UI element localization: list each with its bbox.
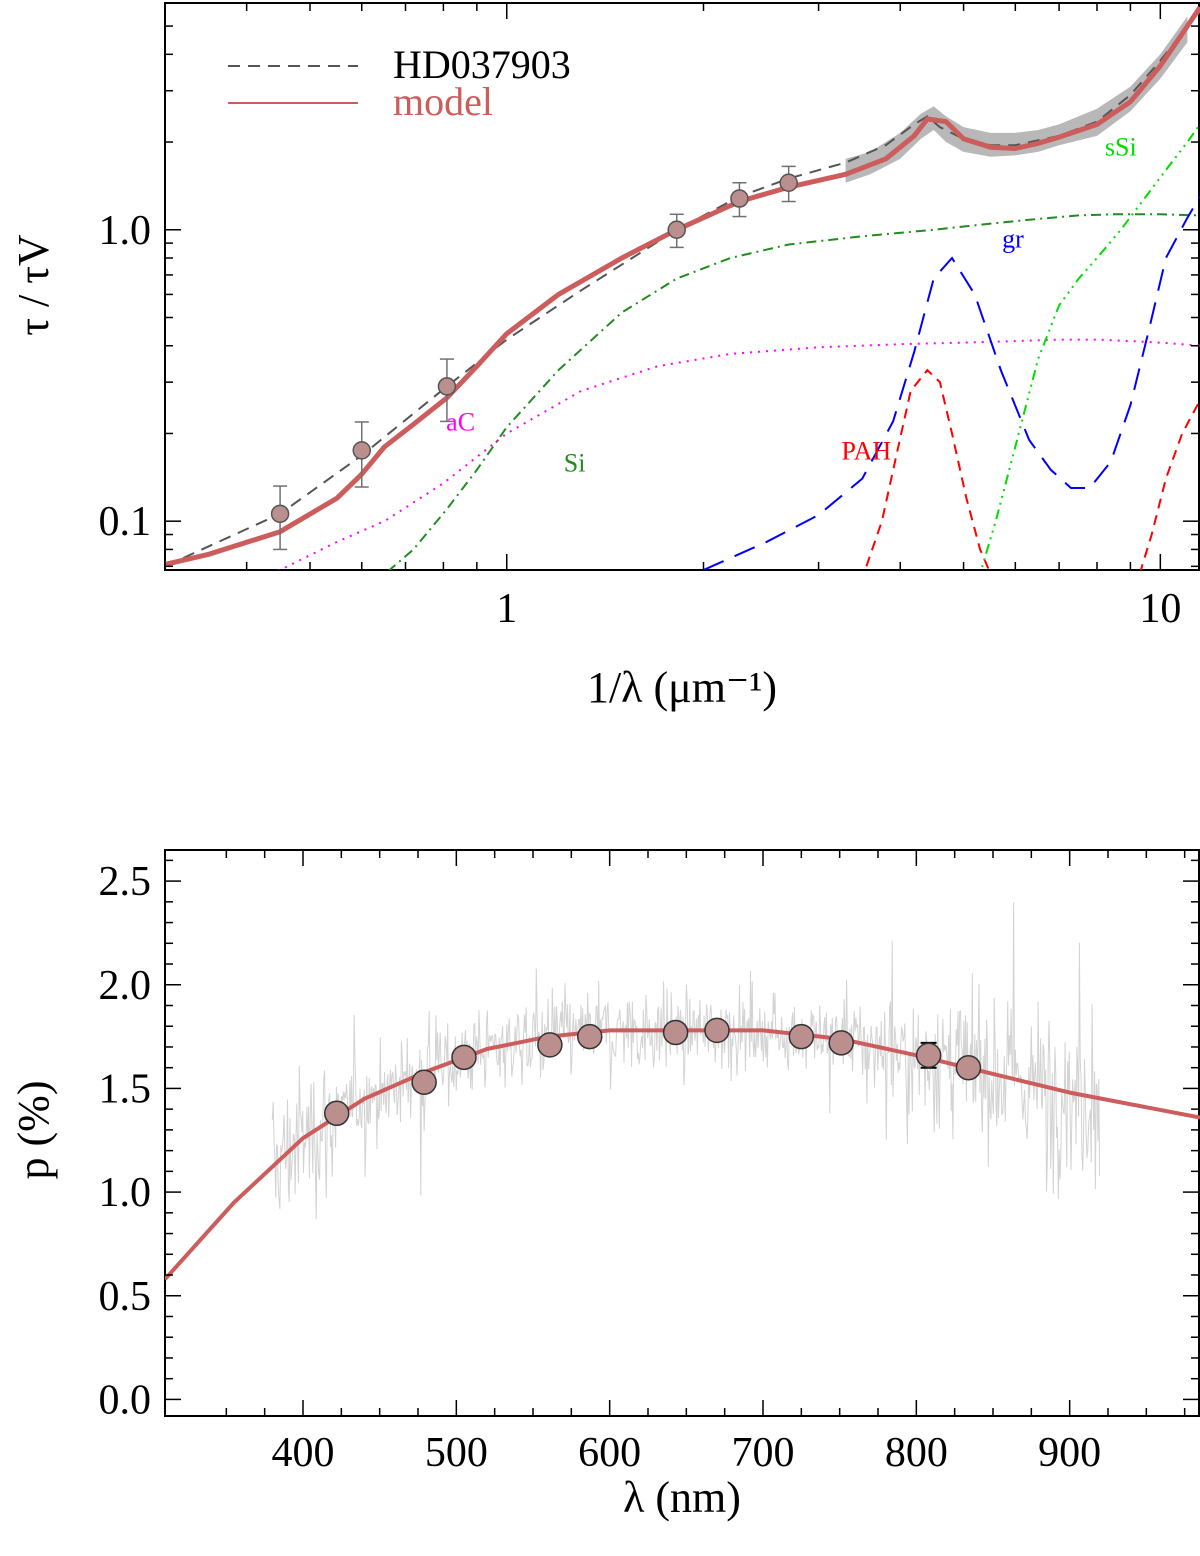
polarization-chart: 400 500 600 700 800 900 0.0 0.5 1.0 1.5 2.0 2.5 λ (…: [9, 849, 1200, 1522]
annotation-si: Si: [564, 449, 586, 478]
bottom-point: [662, 1019, 689, 1046]
bottom-point: [955, 1054, 982, 1081]
observed-point: [352, 441, 371, 460]
legend: HD037903 model: [228, 42, 571, 124]
top-ticks-group: 1 10 0.1 1.0: [99, 2, 1199, 632]
top-annotations-group: aC Si PAH gr sSi: [446, 132, 1137, 477]
bottom-point: [537, 1032, 563, 1058]
annotation-pah: PAH: [842, 436, 892, 465]
bottom-x-axis-label: λ (nm): [623, 1473, 741, 1522]
bottom-point: [788, 1023, 815, 1050]
bottom-point: [576, 1023, 603, 1050]
observed-point: [730, 189, 749, 208]
top-series-group: [165, 5, 1200, 570]
bottom-point: [323, 1100, 350, 1127]
top-y-tick-label: 1.0: [99, 208, 152, 254]
bottom-y-axis-label: p (%): [9, 1081, 58, 1180]
legend-label-observed: HD037903: [393, 42, 571, 87]
top-y-axis-label: τ / τV: [9, 234, 58, 336]
top-clipped-series: [165, 5, 1200, 570]
observed-point: [437, 377, 457, 396]
bottom-noise-spectrum-group: [271, 902, 1101, 1220]
bottom-y-tick-label: 2.0: [99, 963, 152, 1009]
extinction-chart: 1 10 0.1 1.0 aC Si PAH gr sSi HD037903 model 1/…: [9, 2, 1200, 712]
bottom-point: [451, 1044, 477, 1071]
observed-point: [779, 173, 798, 192]
bottom-x-tick-label: 800: [885, 1430, 948, 1476]
bottom-x-tick-label: 900: [1038, 1430, 1101, 1476]
bottom-y-tick-label: 1.0: [99, 1170, 152, 1216]
bottom-y-tick-label: 0.0: [99, 1377, 152, 1423]
series-si-line: [387, 213, 1200, 570]
series-pah-line-2: [1139, 399, 1200, 570]
bottom-point: [828, 1030, 854, 1056]
bottom-plot-frame: [164, 849, 1200, 1417]
top-plot-frame: [164, 2, 1200, 571]
bottom-point: [411, 1069, 437, 1095]
model-curve: [165, 5, 1200, 567]
top-points-group: [270, 165, 798, 551]
top-y-tick-label: 0.1: [99, 499, 152, 545]
legend-label-model: model: [393, 79, 493, 124]
bottom-points-group: [323, 1017, 982, 1127]
top-x-tick-label: 1: [496, 586, 517, 632]
top-x-tick-label: 10: [1139, 586, 1181, 632]
bottom-y-tick-label: 0.5: [99, 1274, 152, 1320]
top-x-axis-label: 1/λ (μm⁻¹): [587, 663, 777, 712]
annotation-gr: gr: [1002, 224, 1024, 253]
bottom-point: [704, 1017, 730, 1044]
observed-curve: [165, 11, 1200, 568]
bottom-y-tick-label: 1.5: [99, 1066, 152, 1112]
series-ac-line: [276, 338, 1200, 570]
bottom-ticks-group: 400 500 600 700 800 900 0.0 0.5 1.0 1.5 2.0 2.5: [99, 850, 1199, 1476]
bottom-x-tick-label: 700: [732, 1430, 795, 1476]
bottom-x-tick-label: 400: [272, 1430, 335, 1476]
bottom-y-tick-label: 2.5: [99, 859, 152, 905]
observed-point: [270, 504, 290, 524]
annotation-ac: aC: [446, 407, 475, 436]
series-pah-line: [865, 368, 991, 570]
bottom-x-tick-label: 500: [425, 1430, 488, 1476]
series-gr-line: [703, 196, 1200, 570]
noise-spectrum: [271, 902, 1101, 1220]
bottom-point: [915, 1042, 942, 1069]
series-ssi-line: [980, 123, 1200, 570]
observed-point: [667, 220, 686, 240]
bottom-x-tick-label: 600: [578, 1430, 641, 1476]
annotation-ssi: sSi: [1105, 132, 1137, 161]
